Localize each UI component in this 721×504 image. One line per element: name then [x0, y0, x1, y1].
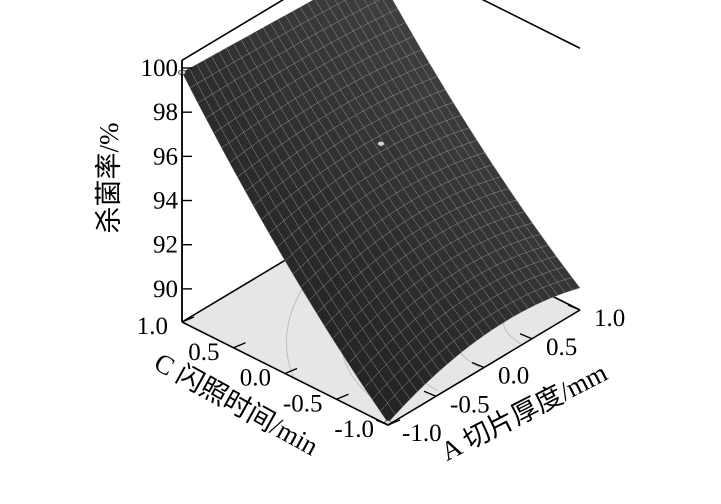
- x-tick-label: 0.0: [498, 363, 529, 390]
- y-tick: [233, 342, 246, 349]
- response-surface: [181, 0, 581, 424]
- z-tick-label: 94: [153, 188, 179, 215]
- z-tick-label: 96: [153, 143, 178, 170]
- y-tick: [181, 316, 195, 323]
- y-tick-label: 0.0: [240, 365, 271, 392]
- box-edge: [181, 0, 285, 61]
- y-tick-label: -0.5: [283, 390, 323, 417]
- z-tick-label: 100: [141, 55, 179, 82]
- y-tick: [387, 419, 401, 426]
- x-tick: [471, 361, 485, 369]
- box-edge: [481, 0, 581, 49]
- y-tick: [284, 367, 298, 375]
- surface-facet: [564, 277, 581, 291]
- z-tick-label: 90: [153, 276, 178, 303]
- x-tick-label: 0.5: [546, 334, 577, 361]
- design-point: [377, 140, 385, 147]
- x-tick: [567, 304, 581, 311]
- tick-labels: 100 98 96 94 92 90 1.0 0.5 0.0 -0.5 -1.0 -1.0 -0.5 0.…: [137, 55, 626, 447]
- z-axis-title: 杀菌率/%: [94, 123, 124, 234]
- y-tick-label: 1.0: [137, 313, 168, 340]
- z-tick-label: 98: [153, 99, 178, 126]
- x-tick-label: -1.0: [402, 420, 442, 447]
- y-tick-label: 0.5: [188, 339, 219, 366]
- x-tick-label: 1.0: [594, 305, 625, 332]
- z-tick-label: 92: [153, 232, 178, 259]
- x-tick: [375, 419, 389, 426]
- x-tick: [519, 333, 533, 340]
- y-tick-label: -1.0: [334, 416, 374, 443]
- x-tick: [423, 390, 437, 397]
- tick-marks: [181, 67, 581, 426]
- x-tick-label: -0.5: [450, 391, 490, 418]
- y-tick: [336, 393, 349, 400]
